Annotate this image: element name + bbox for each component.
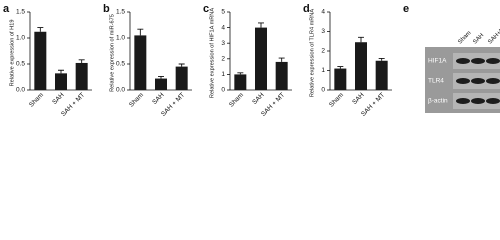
- panel-letter: e: [403, 3, 409, 15]
- row-label: TLR4: [428, 78, 444, 85]
- bar: [375, 60, 388, 90]
- y-tick-label: 1.5: [116, 9, 125, 16]
- panel-letter: a: [3, 3, 10, 15]
- y-tick-label: 1.0: [16, 35, 25, 42]
- y-tick-label: 1: [221, 71, 225, 78]
- lane-label: Sham: [457, 30, 472, 45]
- x-tick-label: Sham: [328, 92, 345, 109]
- x-tick-label: SAH: [151, 91, 166, 106]
- y-tick-label: 1: [321, 67, 325, 74]
- bar: [134, 35, 147, 90]
- row-label: HIF1A: [428, 58, 447, 65]
- error-bar: [178, 63, 185, 67]
- y-tick-label: 2: [321, 48, 325, 55]
- bar: [75, 62, 88, 90]
- blot-band: [486, 98, 500, 104]
- y-axis-label: Relative expression of HIF1A mRNA: [209, 8, 215, 98]
- bar: [275, 61, 288, 90]
- y-tick-label: 0.0: [16, 87, 25, 94]
- x-tick-label: SAH: [51, 91, 66, 106]
- y-tick-label: 0.5: [16, 61, 25, 68]
- error-bar: [337, 66, 344, 69]
- blot-band: [456, 98, 470, 104]
- y-tick-label: 1.0: [116, 35, 125, 42]
- y-axis-label: Relative expression of miR-675: [109, 14, 115, 92]
- panel-letter: c: [203, 3, 209, 15]
- y-tick-label: 4: [221, 24, 225, 31]
- y-tick-label: 0: [221, 87, 225, 94]
- error-bar: [37, 27, 44, 32]
- blot-band: [471, 78, 485, 84]
- y-tick-label: 4: [321, 9, 325, 16]
- error-bar: [378, 57, 385, 61]
- y-tick-label: 3: [321, 28, 325, 35]
- y-tick-label: 2: [221, 56, 225, 63]
- y-tick-label: 0.5: [116, 61, 125, 68]
- blot-band: [456, 78, 470, 84]
- bar: [355, 42, 367, 90]
- blot-band: [471, 58, 485, 64]
- lane-label: SAH: [472, 33, 485, 46]
- bar: [334, 68, 347, 90]
- blot-band: [486, 58, 500, 64]
- error-bar: [78, 59, 85, 63]
- panel-letter: b: [103, 3, 110, 15]
- panel-letter: d: [303, 3, 310, 15]
- blot-band: [471, 98, 485, 104]
- error-bar: [358, 36, 364, 43]
- y-axis-label: Relative expression of H19: [9, 20, 15, 87]
- x-tick-label: Sham: [28, 92, 45, 109]
- row-label: β-actin: [428, 98, 448, 105]
- lane-label: SAH+MT: [487, 24, 500, 46]
- bar: [155, 78, 167, 90]
- error-bar: [258, 22, 264, 28]
- error-bar: [237, 72, 244, 75]
- bar: [255, 27, 267, 91]
- y-tick-label: 1.5: [16, 9, 25, 16]
- x-tick-label: SAH: [251, 91, 266, 106]
- y-tick-label: 0: [321, 87, 325, 94]
- error-bar: [278, 57, 285, 62]
- x-tick-label: Sham: [128, 92, 145, 109]
- x-tick-label: SAH: [351, 91, 366, 106]
- bar: [34, 31, 47, 90]
- error-bar: [158, 76, 164, 79]
- bar: [55, 73, 67, 90]
- y-tick-label: 3: [221, 40, 225, 47]
- blot-band: [456, 58, 470, 64]
- bar: [175, 66, 188, 90]
- x-tick-label: Sham: [228, 92, 245, 109]
- y-tick-label: 5: [221, 9, 225, 16]
- error-bar: [58, 69, 64, 74]
- y-axis-label: Relative expression of TLR4 mRNA: [309, 9, 315, 97]
- blot-band: [486, 78, 500, 84]
- error-bar: [137, 28, 144, 36]
- y-tick-label: 0.0: [116, 87, 125, 94]
- bar: [234, 74, 247, 90]
